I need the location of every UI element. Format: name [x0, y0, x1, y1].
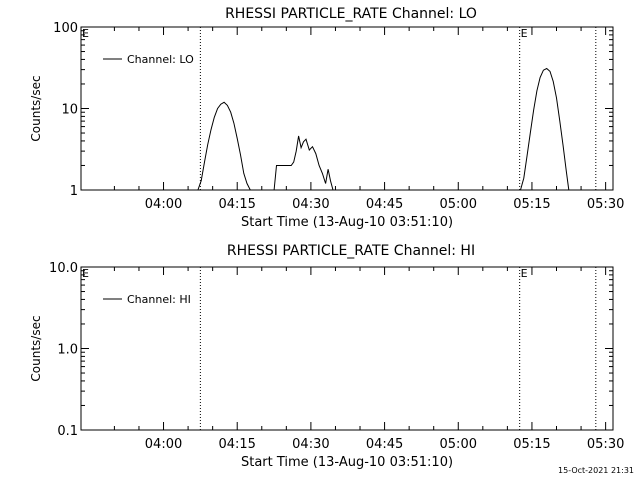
- series-line: [197, 101, 252, 191]
- marker-e-label: E: [521, 267, 528, 280]
- y-tick-label: 10: [61, 103, 78, 118]
- x-axis-label: Start Time (13-Aug-10 03:51:10): [241, 215, 453, 230]
- marker-e-label: E: [82, 267, 89, 280]
- x-tick-label: 05:00: [440, 437, 477, 452]
- x-tick-label: 04:00: [145, 437, 182, 452]
- x-tick-label: 04:45: [366, 197, 403, 212]
- chart-title: RHESSI PARTICLE_RATE Channel: LO: [225, 6, 477, 22]
- x-tick-label: 04:15: [218, 437, 255, 452]
- x-tick-label: 05:15: [513, 197, 550, 212]
- plot-panel-lo: RHESSI PARTICLE_RATE Channel: LO Counts/s…: [29, 6, 624, 230]
- y-axis-label: Counts/sec: [29, 315, 43, 381]
- marker-e-label: E: [82, 27, 89, 40]
- x-tick-label: 04:45: [366, 437, 403, 452]
- x-axis-label: Start Time (13-Aug-10 03:51:10): [241, 455, 453, 470]
- y-tick-label: 1: [70, 184, 78, 199]
- chart-title: RHESSI PARTICLE_RATE Channel: HI: [227, 243, 475, 259]
- plot-frame: [80, 266, 614, 431]
- series-line: [520, 67, 570, 191]
- x-tick-label: 05:30: [587, 197, 624, 212]
- marker-e-label: E: [521, 27, 528, 40]
- plot-panel-hi: RHESSI PARTICLE_RATE Channel: HI Counts/s…: [29, 243, 624, 470]
- x-tick-label: 05:30: [587, 437, 624, 452]
- series-line: [273, 135, 336, 191]
- x-tick-label: 04:30: [292, 197, 329, 212]
- y-axis-label: Counts/sec: [29, 75, 43, 141]
- footer-timestamp: 15-Oct-2021 21:31: [558, 466, 634, 475]
- legend-label: Channel: LO: [127, 53, 194, 66]
- x-tick-label: 04:15: [218, 197, 255, 212]
- x-tick-label: 05:00: [440, 197, 477, 212]
- y-tick-label: 100: [53, 21, 78, 36]
- x-tick-label: 04:30: [292, 437, 329, 452]
- y-tick-label: 1.0: [57, 343, 78, 358]
- y-tick-label: 0.1: [57, 424, 78, 439]
- x-tick-label: 05:15: [513, 437, 550, 452]
- plot-frame: [80, 26, 614, 191]
- y-tick-label: 10.0: [49, 261, 78, 276]
- legend-label: Channel: HI: [127, 293, 191, 306]
- x-tick-label: 04:00: [145, 197, 182, 212]
